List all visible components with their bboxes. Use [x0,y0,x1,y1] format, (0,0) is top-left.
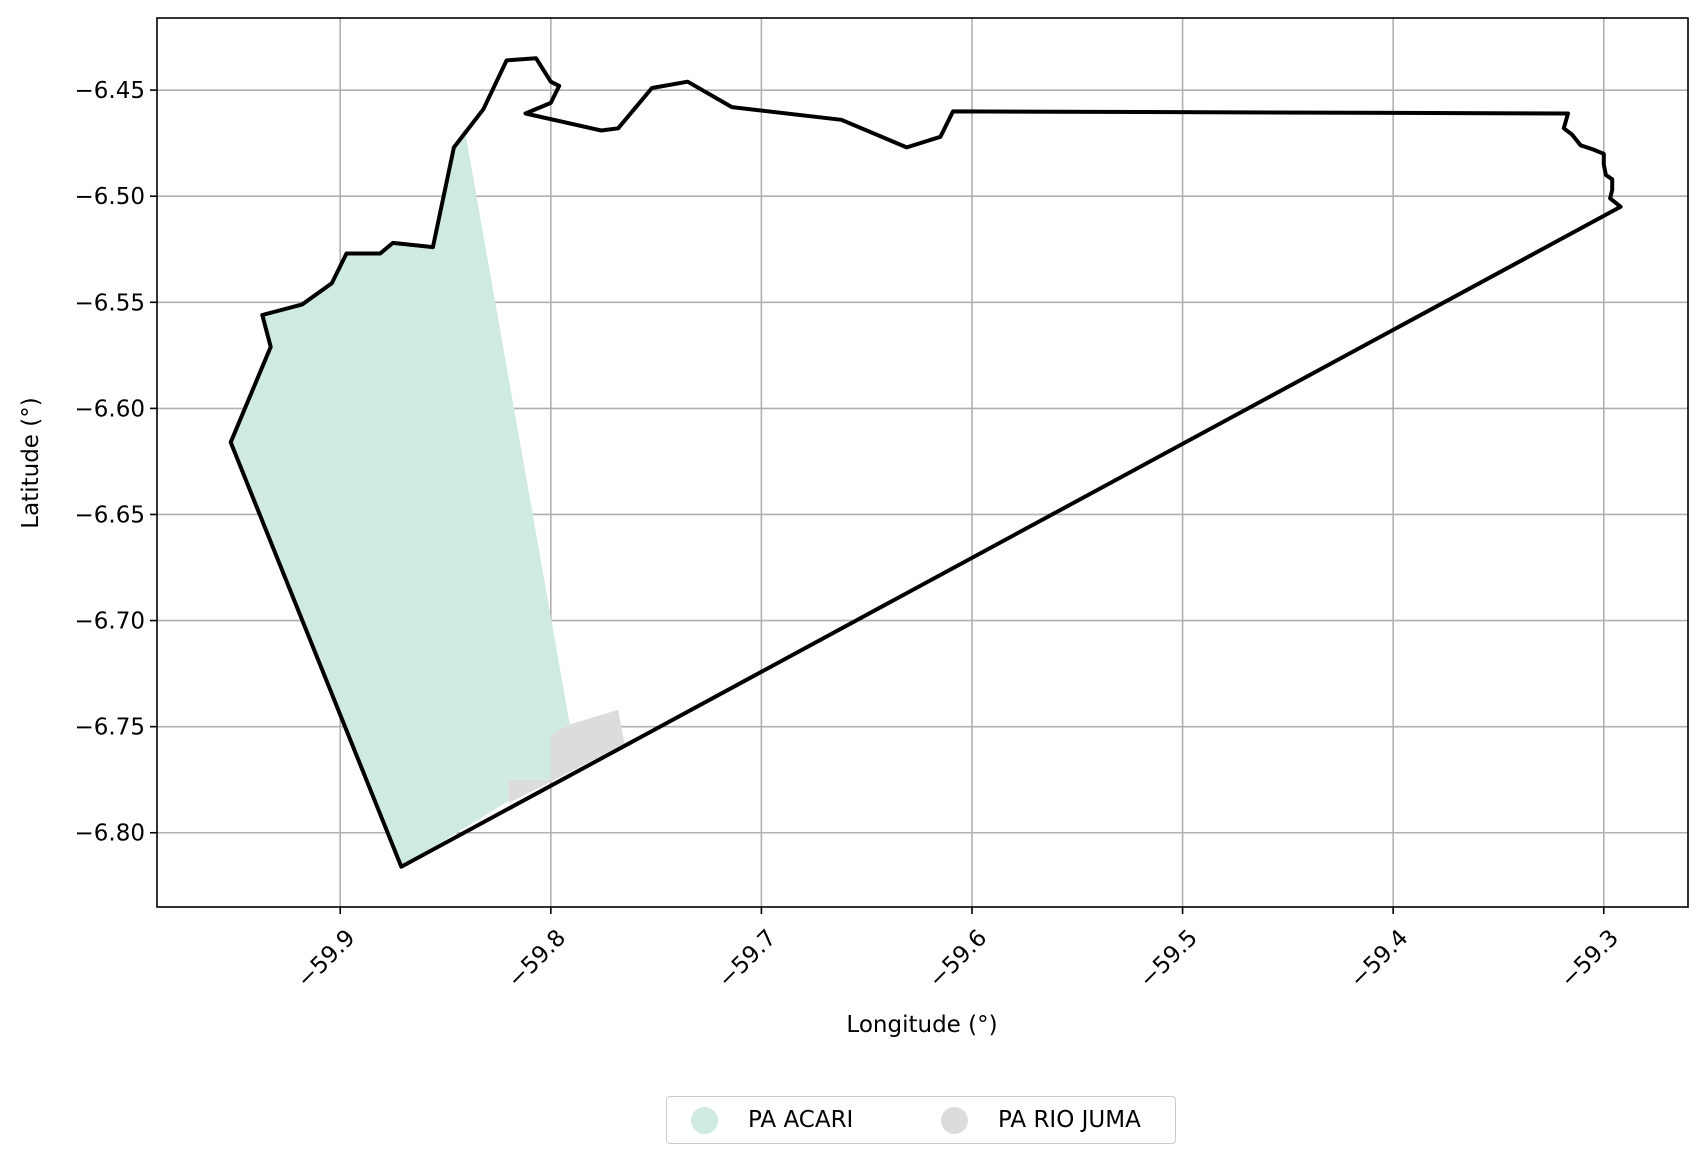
y-tick-label-6: −6.75 [75,715,145,741]
y-tick-label-5: −6.70 [75,609,145,635]
legend-item-pa-acari: PA ACARI [691,1097,853,1143]
x-tick-label-3: −59.6 [924,925,992,993]
x-axis-title: Longitude (°) [846,1012,997,1038]
y-tick-label-3: −6.60 [75,396,145,422]
y-tick-label-7: −6.80 [75,821,145,847]
region-pa-rio-juma [508,709,625,803]
plot-frame [156,17,1689,908]
x-tick-label-2: −59.7 [713,925,781,993]
boundary-outline [228,56,1623,869]
region-pa-acari [230,128,570,867]
legend-marker-pa-rio-juma [941,1106,968,1134]
grid-lines [157,18,1688,907]
y-tick-label-1: −6.50 [75,184,145,210]
x-tick-label-6: −59.3 [1556,925,1624,993]
y-axis-ticks: −6.45 −6.50 −6.55 −6.60 −6.65 −6.70 −6.75 −6.80 [75,78,157,847]
legend: PA ACARI PA RIO JUMA [666,1096,1176,1144]
outline-polygon [228,56,1623,869]
x-tick-label-1: −59.8 [503,925,571,993]
y-tick-label-0: −6.45 [75,78,145,104]
legend-label-pa-acari: PA ACARI [748,1107,854,1133]
y-tick-label-4: −6.65 [75,502,145,528]
legend-marker-pa-acari [691,1106,718,1134]
x-tick-label-5: −59.4 [1345,925,1413,993]
polygon-fills [230,128,625,867]
x-tick-label-0: −59.9 [292,925,360,993]
x-tick-label-4: −59.5 [1135,925,1203,993]
y-axis-title: Latitude (°) [18,397,44,528]
y-tick-label-2: −6.55 [75,290,145,316]
legend-item-pa-rio-juma: PA RIO JUMA [941,1097,1141,1143]
legend-label-pa-rio-juma: PA RIO JUMA [998,1107,1141,1133]
x-axis-ticks: −59.9 −59.8 −59.7 −59.6 −59.5 −59.4 −59.3 [292,907,1624,993]
